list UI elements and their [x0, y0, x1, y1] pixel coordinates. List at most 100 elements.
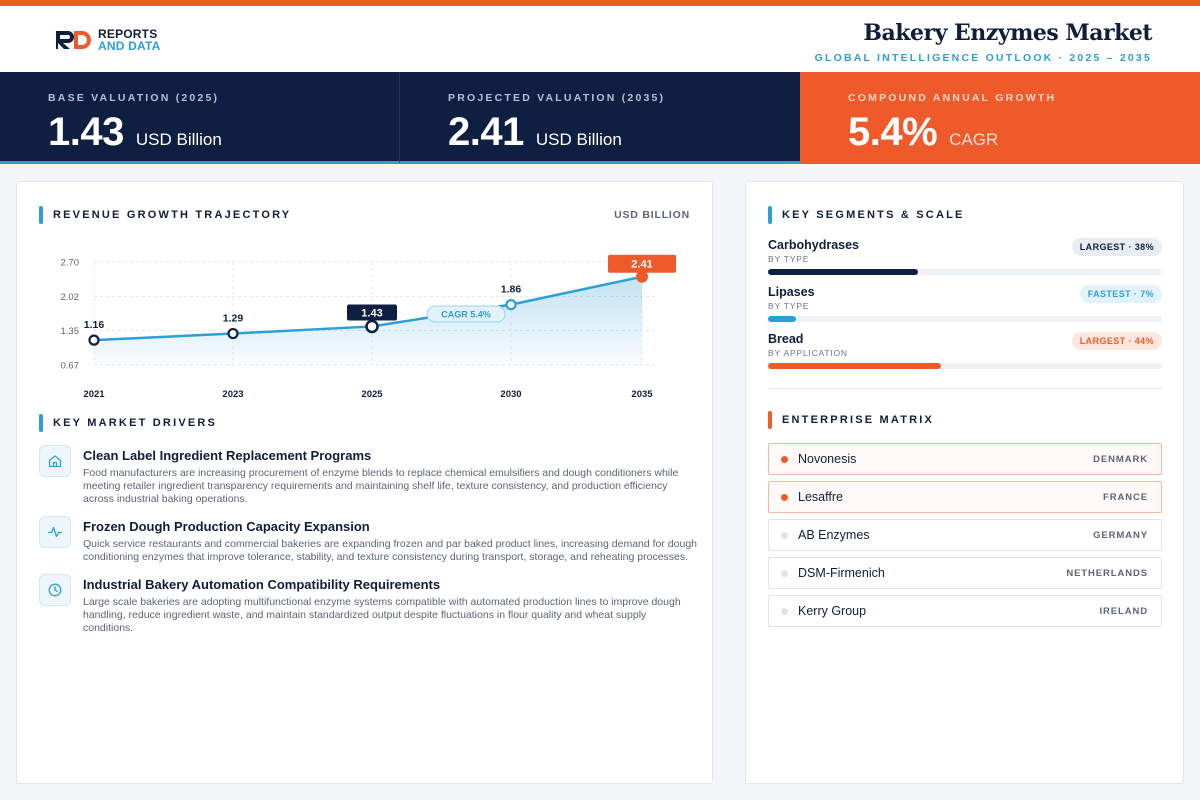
segments-title-text: KEY SEGMENTS & SCALE — [782, 209, 965, 221]
segment-category: BY APPLICATION — [768, 348, 848, 358]
value-label: 2.41 — [631, 259, 652, 271]
segment-track — [768, 269, 1162, 275]
segment-fill — [768, 269, 918, 275]
chart-section-title: REVENUE GROWTH TRAJECTORY — [39, 206, 291, 224]
drivers-title-text: KEY MARKET DRIVERS — [53, 417, 218, 429]
section-divider — [768, 388, 1162, 389]
driver-item: Frozen Dough Production Capacity Expansi… — [39, 516, 699, 564]
status-dot-icon — [781, 531, 788, 539]
page-subtitle: GLOBAL INTELLIGENCE OUTLOOK · 2025 – 203… — [814, 52, 1152, 64]
company-row[interactable]: Kerry Group IRELAND — [768, 595, 1162, 627]
x-tick-label: 2025 — [361, 389, 383, 400]
kpi-value: 2.41 — [448, 110, 524, 154]
section-accent — [768, 206, 772, 224]
company-row[interactable]: AB Enzymes GERMANY — [768, 519, 1162, 551]
value-label: 1.29 — [223, 313, 244, 325]
segment-name: Carbohydrases — [768, 238, 860, 252]
logo-line-2: AND DATA — [98, 39, 161, 53]
area-fill — [94, 276, 642, 365]
company-name: Novonesis — [798, 452, 857, 466]
segments-section-title: KEY SEGMENTS & SCALE — [768, 206, 965, 224]
company-country: GERMANY — [1093, 529, 1148, 541]
segment-badge: LARGEST · 44% — [1071, 332, 1162, 350]
top-accent-bar — [0, 0, 1200, 6]
segment-fill — [768, 316, 796, 322]
drivers-section-title: KEY MARKET DRIVERS — [39, 414, 217, 432]
status-dot-icon — [781, 493, 788, 501]
company-row[interactable]: Lesaffre FRANCE — [768, 481, 1162, 513]
value-label-box — [608, 254, 676, 273]
data-point — [88, 334, 100, 346]
segment-name: Bread — [768, 332, 804, 346]
segment-badge: LARGEST · 38% — [1071, 238, 1162, 256]
kpi-unit: CAGR — [949, 130, 999, 149]
segment-badge: FASTEST · 7% — [1079, 285, 1162, 303]
segment-category: BY TYPE — [768, 301, 810, 311]
brand-logo[interactable]: REPORTS AND DATA — [54, 28, 160, 52]
company-country: DENMARK — [1093, 453, 1148, 465]
kpi-unit: USD Billion — [135, 130, 222, 149]
cagr-pill — [426, 305, 506, 323]
building-icon — [39, 445, 71, 477]
value-label-box — [347, 304, 397, 321]
kpi-label: PROJECTED VALUATION (2035) — [448, 92, 666, 104]
status-dot-icon — [781, 455, 788, 463]
company-name: AB Enzymes — [798, 528, 870, 542]
segment-item: Carbohydrases BY TYPE LARGEST · 38% — [768, 238, 1162, 285]
value-label: 1.43 — [361, 307, 382, 319]
data-point — [365, 319, 379, 334]
data-point — [227, 327, 239, 340]
kpi-cagr: COMPOUND ANNUAL GROWTH 5.4% CAGR — [800, 72, 1200, 164]
page-title: Bakery Enzymes Market — [863, 20, 1152, 46]
left-card: REVENUE GROWTH TRAJECTORY USD BILLION 2.… — [16, 181, 713, 784]
y-tick-label: 2.02 — [61, 292, 80, 303]
section-accent — [39, 414, 43, 432]
enterprise-matrix: Novonesis DENMARK Lesaffre FRANCE AB Enz… — [768, 443, 1162, 633]
pulse-icon — [39, 516, 71, 548]
x-tick-label: 2035 — [631, 389, 653, 400]
logo-line-1: REPORTS — [98, 27, 158, 41]
kpi-base-valuation: BASE VALUATION (2025) 1.43 USD Billion — [0, 72, 400, 164]
kpi-label: BASE VALUATION (2025) — [48, 92, 220, 104]
driver-title: Industrial Bakery Automation Compatibili… — [83, 577, 441, 592]
kpi-band: BASE VALUATION (2025) 1.43 USD Billion P… — [0, 72, 1200, 164]
kpi-unit: USD Billion — [535, 130, 622, 149]
right-card: KEY SEGMENTS & SCALE Carbohydrases BY TY… — [745, 181, 1184, 784]
company-name: DSM-Firmenich — [798, 566, 885, 580]
company-name: Kerry Group — [798, 604, 867, 618]
segment-category: BY TYPE — [768, 254, 810, 264]
company-row[interactable]: Novonesis DENMARK — [768, 443, 1162, 475]
header: REPORTS AND DATA Bakery Enzymes Market G… — [0, 6, 1200, 72]
y-tick-label: 1.35 — [61, 326, 80, 337]
segment-track — [768, 363, 1162, 369]
driver-description: Large scale bakeries are adopting multif… — [83, 596, 681, 634]
matrix-section-title: ENTERPRISE MATRIX — [768, 411, 934, 429]
segment-name: Lipases — [768, 285, 815, 299]
title-block: Bakery Enzymes Market GLOBAL INTELLIGENC… — [814, 20, 1153, 64]
driver-item: Industrial Bakery Automation Compatibili… — [39, 574, 699, 635]
driver-description: Food manufacturers are increasing procur… — [83, 467, 679, 505]
segment-item: Bread BY APPLICATION LARGEST · 44% — [768, 332, 1162, 379]
x-tick-label: 2021 — [83, 389, 105, 400]
kpi-projected-valuation: PROJECTED VALUATION (2035) 2.41 USD Bill… — [400, 72, 800, 164]
driver-description: Quick service restaurants and commercial… — [83, 538, 698, 563]
logo-mark-icon — [56, 31, 91, 49]
segment-item: Lipases BY TYPE FASTEST · 7% — [768, 285, 1162, 332]
x-tick-label: 2023 — [222, 389, 243, 400]
status-dot-icon — [781, 569, 788, 577]
matrix-title-text: ENTERPRISE MATRIX — [782, 414, 935, 426]
cagr-label: CAGR 5.4% — [441, 310, 491, 320]
status-dot-icon — [781, 607, 788, 615]
segment-track — [768, 316, 1162, 322]
driver-item: Clean Label Ingredient Replacement Progr… — [39, 445, 699, 506]
segment-fill — [768, 363, 942, 369]
value-label: 1.16 — [84, 319, 105, 331]
company-row[interactable]: DSM-Firmenich NETHERLANDS — [768, 557, 1162, 589]
driver-title: Frozen Dough Production Capacity Expansi… — [83, 519, 370, 534]
kpi-value: 5.4% — [848, 110, 938, 154]
clock-icon — [39, 574, 71, 606]
chart-unit-tag: USD BILLION — [614, 209, 690, 221]
data-point — [505, 299, 517, 311]
chart-title-text: REVENUE GROWTH TRAJECTORY — [53, 209, 292, 221]
y-tick-label: 0.67 — [61, 361, 80, 372]
